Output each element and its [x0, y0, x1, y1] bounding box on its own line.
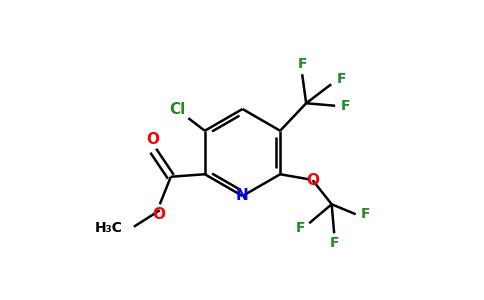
Text: O: O: [306, 173, 319, 188]
Text: F: F: [340, 99, 350, 113]
Text: F: F: [330, 236, 339, 250]
Text: Cl: Cl: [169, 102, 185, 117]
Text: O: O: [152, 207, 166, 222]
Text: O: O: [146, 132, 159, 147]
Text: F: F: [361, 207, 370, 221]
Text: F: F: [295, 221, 305, 235]
Text: H₃C: H₃C: [95, 221, 123, 235]
Text: F: F: [298, 57, 307, 71]
Text: F: F: [336, 72, 346, 86]
Text: N: N: [236, 188, 249, 203]
